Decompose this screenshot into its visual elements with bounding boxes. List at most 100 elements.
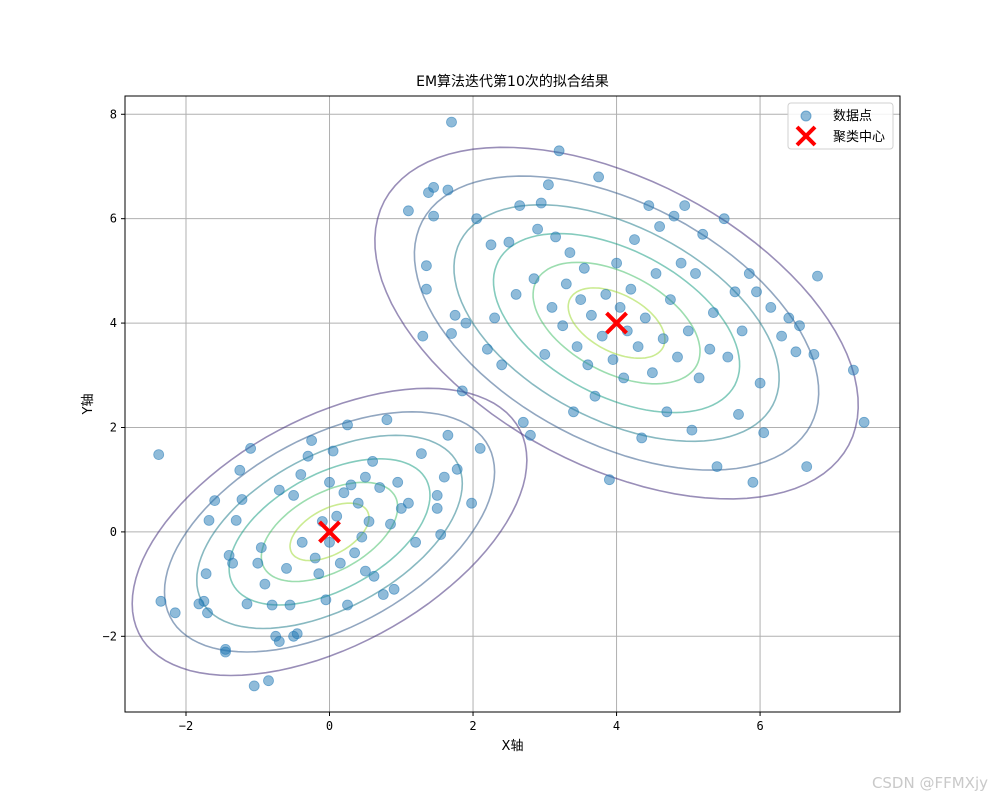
y-axis-label: Y轴 xyxy=(81,394,96,416)
legend-center-marker xyxy=(795,125,817,147)
data-point xyxy=(442,184,454,196)
cluster-center xyxy=(318,520,341,544)
data-point xyxy=(550,231,561,243)
data-point xyxy=(273,636,285,647)
y-tick-label: −2 xyxy=(103,629,117,643)
data-point xyxy=(200,568,212,580)
legend: 数据点 聚类中心 xyxy=(787,102,894,150)
data-point xyxy=(255,542,267,553)
data-point xyxy=(209,495,221,507)
x-tick-label: 0 xyxy=(326,719,333,733)
data-point xyxy=(808,348,820,360)
data-point xyxy=(535,197,547,209)
data-point xyxy=(309,552,321,564)
data-point xyxy=(481,343,493,355)
legend-center-x xyxy=(795,125,817,147)
data-point xyxy=(528,273,540,285)
data-point xyxy=(704,343,716,355)
data-point xyxy=(227,557,239,569)
data-point xyxy=(381,414,393,426)
data-point xyxy=(485,239,497,251)
x-tick-label: 2 xyxy=(469,719,476,733)
data-point xyxy=(564,247,576,259)
data-point xyxy=(198,595,210,607)
density-contour xyxy=(131,387,528,677)
watermark: CSDN @FFMXjy xyxy=(871,774,988,792)
data-point xyxy=(442,429,454,441)
data-point xyxy=(575,294,587,306)
data-point xyxy=(313,568,325,580)
data-point xyxy=(539,348,551,360)
data-point xyxy=(230,515,242,526)
data-point xyxy=(722,351,734,363)
data-point xyxy=(263,675,274,687)
center-stroke xyxy=(318,520,341,544)
data-point xyxy=(654,221,665,232)
data-point xyxy=(643,200,655,212)
data-point xyxy=(248,680,260,692)
data-point xyxy=(679,200,691,212)
data-point xyxy=(438,471,450,483)
data-point xyxy=(471,213,483,225)
data-point xyxy=(241,598,253,610)
y-tick-label: 6 xyxy=(110,212,117,226)
data-point xyxy=(593,171,604,183)
cluster-center xyxy=(605,311,628,335)
data-point xyxy=(410,536,422,548)
data-point xyxy=(402,497,414,509)
data-point xyxy=(708,307,719,319)
data-point xyxy=(356,531,368,543)
data-point xyxy=(363,516,375,527)
density-contour xyxy=(567,287,666,360)
data-point xyxy=(342,419,353,431)
data-point xyxy=(169,607,181,619)
density-contour xyxy=(453,203,780,443)
x-tick-label: 6 xyxy=(756,719,763,733)
data-point xyxy=(629,234,640,246)
data-point xyxy=(420,260,432,272)
data-point xyxy=(790,346,802,358)
data-point xyxy=(402,205,414,217)
data-point xyxy=(589,390,601,402)
data-point xyxy=(751,286,762,298)
data-point xyxy=(607,354,619,366)
data-point xyxy=(496,359,508,371)
data-point xyxy=(428,210,440,222)
data-point xyxy=(682,325,694,337)
density-contour xyxy=(532,261,701,385)
data-point xyxy=(543,179,554,191)
legend-point-marker xyxy=(800,110,812,122)
data-point xyxy=(560,278,572,290)
center-stroke xyxy=(605,311,628,335)
data-point xyxy=(690,268,701,279)
x-axis-ticks: −2 0 2 4 6 xyxy=(179,712,764,733)
density-contour xyxy=(163,410,496,653)
data-point xyxy=(342,599,353,611)
x-tick-label: 4 xyxy=(613,719,620,733)
data-point xyxy=(665,294,676,306)
data-point xyxy=(776,330,787,342)
data-point xyxy=(374,482,386,493)
data-point xyxy=(234,464,246,476)
data-point xyxy=(794,320,805,332)
data-point xyxy=(345,479,357,491)
data-point xyxy=(747,476,759,488)
data-point xyxy=(733,408,744,420)
data-point xyxy=(611,257,622,269)
data-point xyxy=(754,377,766,389)
data-point xyxy=(338,487,350,499)
data-point xyxy=(553,145,565,157)
data-point xyxy=(474,442,486,454)
data-point xyxy=(417,330,429,342)
center-stroke xyxy=(795,125,817,147)
density-contour xyxy=(228,457,431,606)
plot-frame xyxy=(124,95,901,713)
density-contour xyxy=(492,232,741,414)
data-point xyxy=(718,213,730,225)
data-point xyxy=(604,474,615,486)
data-point xyxy=(675,257,687,269)
data-point xyxy=(385,518,396,530)
data-point xyxy=(388,583,400,595)
data-point xyxy=(202,607,213,619)
